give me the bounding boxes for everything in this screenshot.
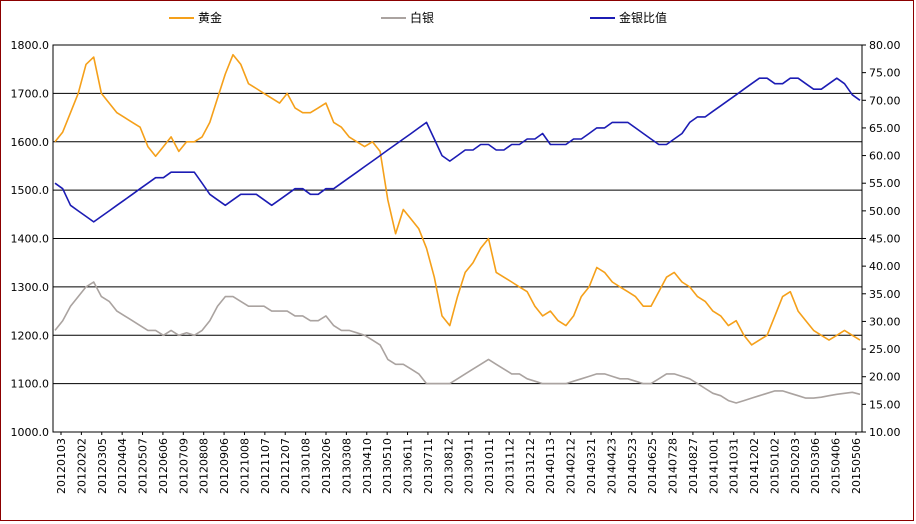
y-left-tick-label: 1400.0 bbox=[11, 233, 50, 246]
legend-label: 金银比值 bbox=[619, 10, 667, 25]
x-tick-label: 20120606 bbox=[157, 438, 170, 494]
x-tick-label: 20130410 bbox=[361, 438, 374, 494]
x-tick-label: 20120507 bbox=[137, 438, 150, 494]
x-tick-label: 20131011 bbox=[483, 438, 496, 494]
x-tick-label: 20130812 bbox=[442, 438, 455, 494]
series-line-1 bbox=[54, 53, 861, 346]
y-right-tick-label: 45.00 bbox=[869, 233, 901, 246]
x-tick-label: 20120103 bbox=[55, 438, 68, 494]
y-left-tick-label: 1600.0 bbox=[11, 136, 50, 149]
legend-label: 黄金 bbox=[198, 10, 222, 25]
x-tick-label: 20120305 bbox=[96, 438, 109, 494]
y-right-tick-label: 10.00 bbox=[869, 426, 901, 439]
x-tick-label: 20121008 bbox=[238, 438, 251, 494]
y-right-tick-label: 40.00 bbox=[869, 260, 901, 273]
x-tick-label: 20150306 bbox=[809, 438, 822, 494]
y-left-tick-label: 1500.0 bbox=[11, 184, 50, 197]
y-right-tick-label: 75.00 bbox=[869, 67, 901, 80]
x-tick-label: 20130711 bbox=[422, 438, 435, 494]
y-left-tick-label: 1100.0 bbox=[11, 378, 50, 391]
y-right-tick-label: 70.00 bbox=[869, 94, 901, 107]
y-right-tick-label: 65.00 bbox=[869, 122, 901, 135]
x-tick-label: 20141001 bbox=[707, 438, 720, 494]
y-left-tick-label: 1200.0 bbox=[11, 329, 50, 342]
y-left-tick-label: 1300.0 bbox=[11, 281, 50, 294]
x-tick-label: 20150506 bbox=[850, 438, 863, 494]
x-tick-label: 20130510 bbox=[381, 438, 394, 494]
y-left-tick-label: 1800.0 bbox=[11, 39, 50, 52]
y-right-tick-label: 20.00 bbox=[869, 371, 901, 384]
y-right-tick-label: 35.00 bbox=[869, 288, 901, 301]
x-tick-label: 20140423 bbox=[605, 438, 618, 494]
series-line-2 bbox=[54, 281, 861, 404]
x-tick-label: 20120404 bbox=[116, 438, 129, 494]
x-tick-label: 20150406 bbox=[830, 438, 843, 494]
y-right-tick-label: 55.00 bbox=[869, 177, 901, 190]
x-tick-label: 20121207 bbox=[279, 438, 292, 494]
y-right-tick-label: 80.00 bbox=[869, 39, 901, 52]
y-right-tick-label: 50.00 bbox=[869, 205, 901, 218]
x-tick-label: 20140827 bbox=[687, 438, 700, 494]
x-tick-label: 20140113 bbox=[544, 438, 557, 494]
y-left-tick-label: 1000.0 bbox=[11, 426, 50, 439]
x-tick-label: 20121107 bbox=[259, 438, 272, 494]
x-tick-label: 20140728 bbox=[667, 438, 680, 494]
legend-label: 白银 bbox=[410, 10, 434, 25]
x-tick-label: 20120202 bbox=[75, 438, 88, 494]
x-tick-label: 20120906 bbox=[218, 438, 231, 494]
y-left-tick-label: 1700.0 bbox=[11, 87, 50, 100]
x-tick-label: 20130108 bbox=[300, 438, 313, 494]
x-tick-label: 20131212 bbox=[524, 438, 537, 494]
y-right-tick-label: 30.00 bbox=[869, 315, 901, 328]
x-tick-label: 20150102 bbox=[768, 438, 781, 494]
y-right-tick-label: 25.00 bbox=[869, 343, 901, 356]
x-tick-label: 20120709 bbox=[177, 438, 190, 494]
x-tick-label: 20140321 bbox=[585, 438, 598, 494]
x-tick-label: 20140212 bbox=[565, 438, 578, 494]
y-right-tick-label: 60.00 bbox=[869, 150, 901, 163]
x-tick-label: 20141202 bbox=[748, 438, 761, 494]
x-tick-label: 20130611 bbox=[402, 438, 415, 494]
x-tick-label: 20140625 bbox=[646, 438, 659, 494]
y-right-tick-label: 15.00 bbox=[869, 398, 901, 411]
x-tick-label: 20140523 bbox=[626, 438, 639, 494]
x-tick-label: 20150203 bbox=[789, 438, 802, 494]
x-tick-label: 20130206 bbox=[320, 438, 333, 494]
x-tick-label: 20120808 bbox=[198, 438, 211, 494]
x-tick-label: 20130911 bbox=[463, 438, 476, 494]
series-line-3 bbox=[54, 77, 861, 223]
x-tick-label: 20130308 bbox=[340, 438, 353, 494]
x-tick-label: 20131112 bbox=[503, 438, 516, 494]
x-tick-label: 20141031 bbox=[728, 438, 741, 494]
